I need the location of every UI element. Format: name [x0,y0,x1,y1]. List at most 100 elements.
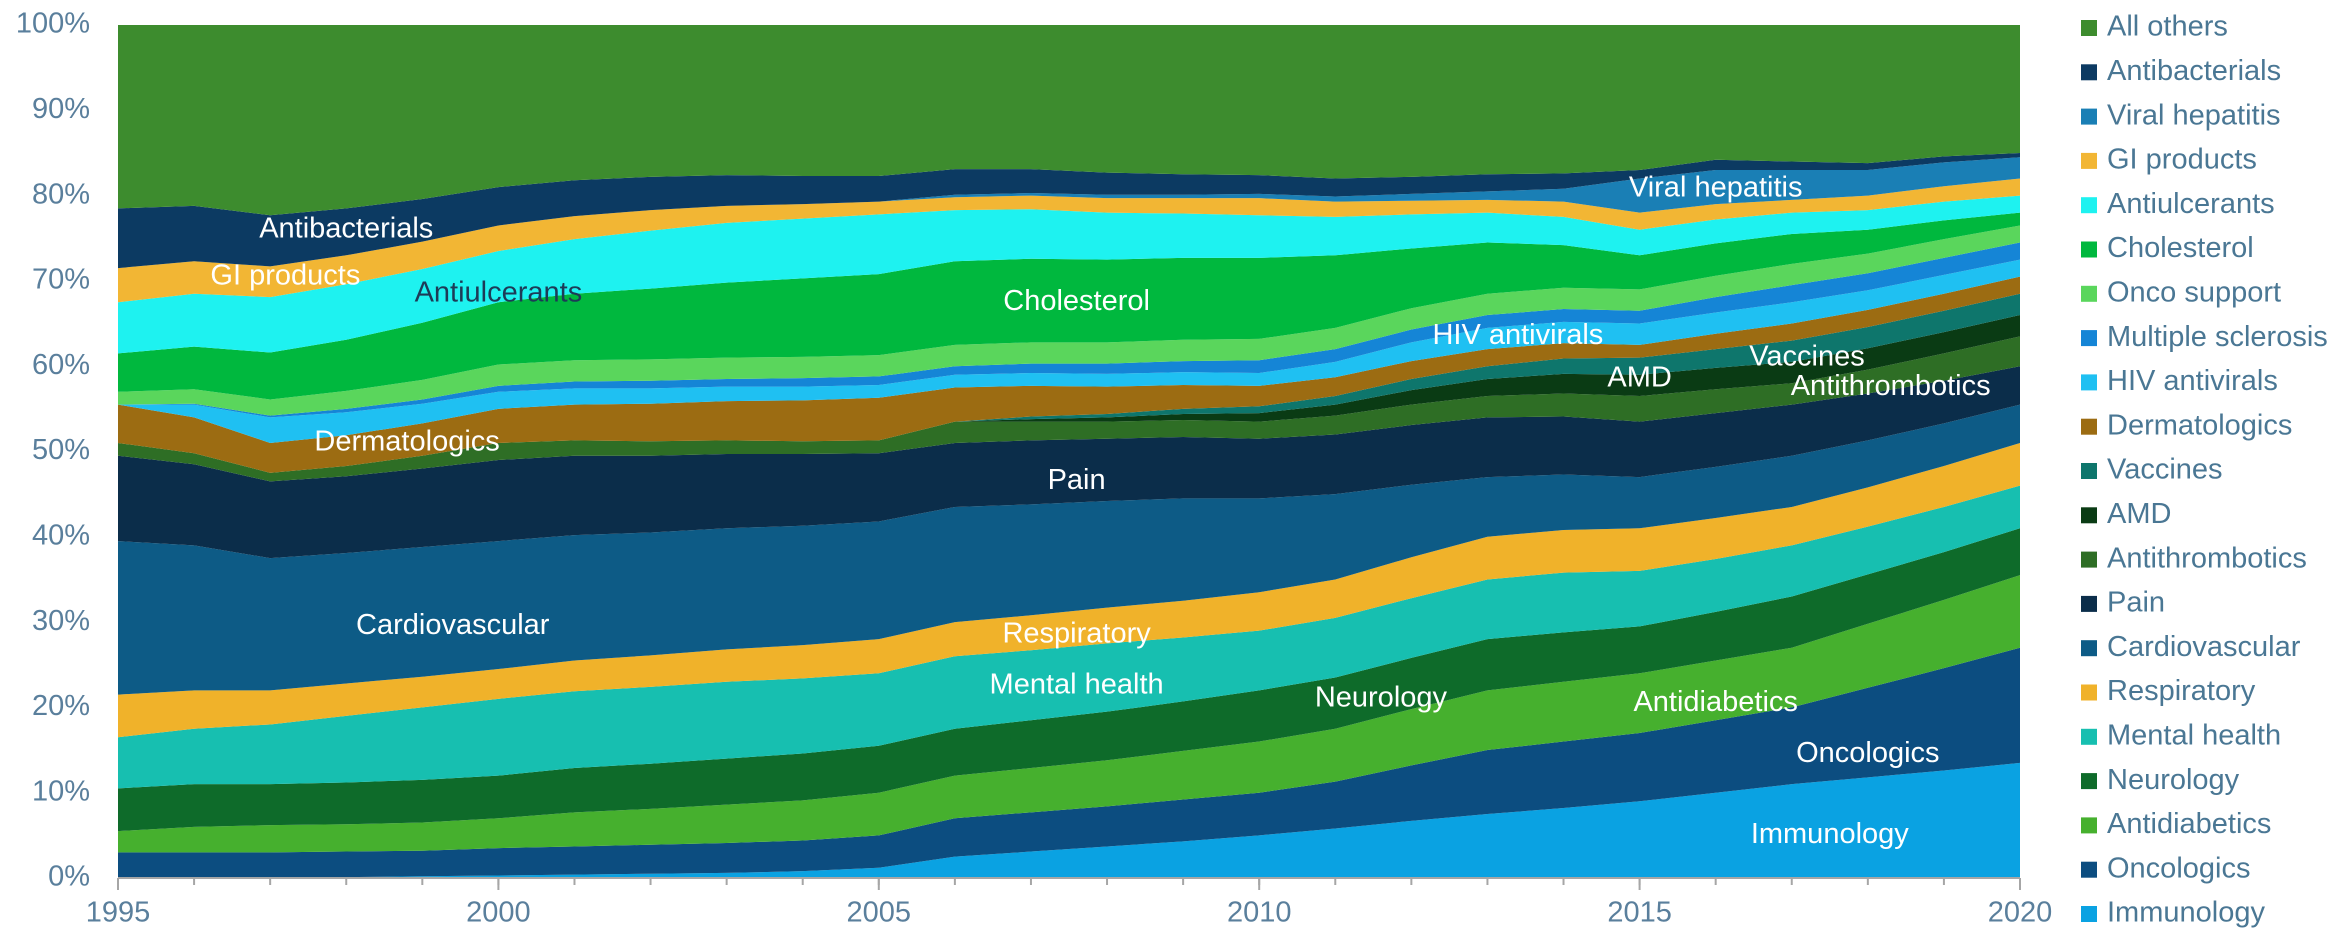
area-label: Pain [1048,464,1106,496]
area [118,259,2020,443]
area-label: Oncologics [1796,737,1939,769]
legend-swatch [2081,197,2097,214]
area-label: Antiulcerants [415,276,583,308]
legend-label: Dermatologics [2107,409,2292,441]
legend-swatch [2081,108,2097,125]
legend-swatch [2081,728,2097,745]
legend-swatch [2081,861,2097,878]
legend-swatch [2081,64,2097,81]
area-label: Mental health [990,669,1164,701]
area-label: Vaccines [1749,340,1865,372]
area [118,485,2020,789]
legend-label: Antibacterials [2107,55,2281,87]
legend-swatch [2081,817,2097,834]
area-label: Cholesterol [1003,285,1150,317]
area [118,647,2020,878]
legend-label: AMD [2107,498,2171,530]
area [118,762,2020,878]
area-label: Cardiovascular [356,609,550,641]
area-label: AMD [1607,362,1671,394]
area [118,25,2020,216]
area-label: Dermatologics [314,426,499,458]
area-label: Antidiabetics [1633,686,1797,718]
axes: 1995 2000 2005 2010 2015 2020 0% 10% 20% 30% 40% 50… [16,8,2052,929]
y-tick-label: 100% [16,8,90,40]
legend-label: Cholesterol [2107,232,2254,264]
area [118,315,2020,473]
legend-label: Mental health [2107,719,2281,751]
area-label: Respiratory [1002,618,1151,650]
area [118,404,2020,695]
legend-label: Respiratory [2107,675,2256,707]
legend-swatch [2081,640,2097,657]
legend-swatch [2081,330,2097,347]
legend-label: Antidiabetics [2107,808,2271,840]
legend-swatch [2081,463,2097,479]
y-tick-label: 60% [32,349,90,381]
area [118,575,2020,853]
y-tick-label: 10% [32,775,90,807]
x-tick-label: 1995 [86,897,151,929]
legend-swatch [2081,773,2097,790]
legend-swatch [2081,906,2097,922]
area [118,366,2020,559]
area [118,178,2020,303]
legend: All others Antibacterials Viral hepatitis G… [2081,11,2328,929]
area-label: Immunology [1751,818,1909,850]
y-tick-label: 0% [48,861,90,893]
x-tick-label: 2000 [466,897,531,929]
legend-label: Immunology [2107,897,2265,929]
area-label: Neurology [1315,682,1448,714]
legend-label: Multiple sclerosis [2107,321,2328,353]
legend-swatch [2081,285,2097,302]
legend-label: GI products [2107,144,2257,176]
area-label: Antithrombotics [1791,370,1991,402]
legend-swatch [2081,418,2097,435]
y-tick-label: 20% [32,690,90,722]
area-label: Viral hepatitis [1629,171,1803,203]
legend-swatch [2081,152,2097,169]
legend-label: Cardiovascular [2107,631,2301,663]
legend-label: Antiulcerants [2107,188,2275,220]
legend-label: Vaccines [2107,454,2223,486]
y-tick-label: 80% [32,178,90,210]
y-tick-label: 40% [32,519,90,551]
area [118,225,2020,416]
area-label: HIV antivirals [1432,319,1603,351]
legend-label: Pain [2107,587,2165,619]
y-tick-label: 50% [32,434,90,466]
area-label: GI products [210,259,360,291]
legend-swatch [2081,374,2097,391]
x-tick-label: 2015 [1607,897,1672,929]
legend-label: Neurology [2107,764,2240,796]
area [118,212,2020,400]
area [118,276,2020,473]
legend-swatch [2081,507,2097,524]
x-tick-label: 2010 [1227,897,1292,929]
area-label: Antibacterials [259,212,433,244]
area [118,195,2020,354]
legend-label: All others [2107,11,2228,43]
legend-swatch [2081,595,2097,612]
legend-label: Oncologics [2107,852,2250,884]
legend-swatch [2081,20,2097,36]
x-tick-label: 2005 [847,897,912,929]
area [118,157,2020,269]
y-tick-label: 70% [32,264,90,296]
legend-label: Onco support [2107,276,2281,308]
area-labels: Antibacterials GI products Antiulcerants Ch… [210,171,1990,850]
legend-label: HIV antivirals [2107,365,2278,397]
y-tick-label: 90% [32,93,90,125]
legend-label: Viral hepatitis [2107,99,2281,131]
plot-area [118,25,2020,878]
x-tick-label: 2020 [1988,897,2053,929]
legend-swatch [2081,684,2097,701]
legend-swatch [2081,551,2097,568]
y-tick-label: 30% [32,605,90,637]
area [118,336,2020,482]
area [118,442,2020,738]
legend-label: Antithrombotics [2107,542,2307,574]
area [118,152,2020,269]
area [118,528,2020,832]
